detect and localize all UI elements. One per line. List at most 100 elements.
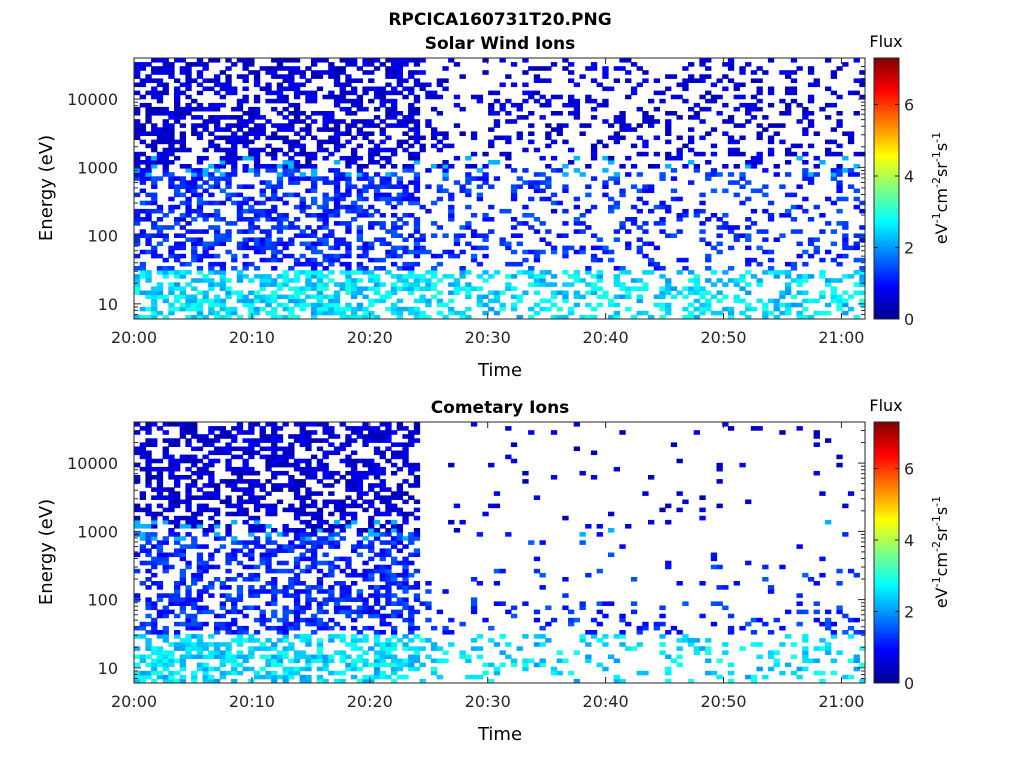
heatmap-cell	[716, 217, 723, 222]
heatmap-cell	[322, 430, 329, 435]
heatmap-cell	[413, 286, 421, 291]
heatmap-cell	[299, 229, 306, 234]
heatmap-cell	[790, 266, 798, 271]
heatmap-cell	[402, 572, 409, 578]
heatmap-cell	[396, 495, 404, 500]
heatmap-cell	[436, 609, 444, 615]
heatmap-cell	[682, 306, 689, 312]
heatmap-cell	[562, 249, 569, 255]
heatmap-cell	[373, 274, 381, 279]
heatmap-cell	[648, 119, 655, 124]
heatmap-cell	[305, 621, 312, 627]
heatmap-cell	[402, 266, 409, 271]
heatmap-cell	[425, 302, 432, 308]
heatmap-cell	[322, 540, 329, 545]
heatmap-cell	[413, 650, 421, 655]
heatmap-cell	[436, 310, 444, 316]
heatmap-cell	[636, 249, 643, 255]
heatmap-cell	[470, 601, 478, 606]
heatmap-cell	[162, 131, 169, 136]
heatmap-cell	[339, 58, 346, 63]
heatmap-cell	[151, 670, 158, 676]
heatmap-cell	[391, 221, 398, 226]
heatmap-cell	[139, 544, 147, 549]
heatmap-cell	[134, 274, 141, 279]
heatmap-cell	[156, 135, 164, 141]
heatmap-cell	[596, 662, 603, 668]
heatmap-cell	[288, 528, 295, 533]
heatmap-cell	[276, 286, 284, 291]
heatmap-cell	[185, 111, 192, 116]
heatmap-cell	[168, 650, 175, 655]
heatmap-cell	[693, 115, 701, 120]
heatmap-cell	[630, 164, 638, 169]
heatmap-cell	[522, 479, 529, 484]
heatmap-cell	[271, 446, 278, 452]
heatmap-cell	[293, 621, 301, 627]
heatmap-cell	[174, 90, 181, 96]
heatmap-cell	[316, 581, 324, 586]
heatmap-cell	[345, 245, 352, 251]
heatmap-cell	[248, 298, 255, 304]
heatmap-cell	[573, 274, 581, 279]
heatmap-cell	[373, 597, 381, 602]
heatmap-cell	[425, 605, 432, 611]
heatmap-cell	[785, 111, 792, 116]
heatmap-cell	[568, 94, 575, 100]
heatmap-cell	[425, 208, 432, 214]
heatmap-cell	[162, 274, 169, 279]
heatmap-cell	[202, 290, 209, 296]
heatmap-cell	[773, 131, 780, 136]
heatmap-cell	[533, 556, 541, 562]
heatmap-cell	[225, 290, 232, 296]
heatmap-cell	[191, 426, 198, 431]
heatmap-cell	[196, 519, 204, 525]
heatmap-cell	[596, 245, 603, 251]
heatmap-cell	[493, 601, 501, 606]
heatmap-cell	[214, 621, 221, 627]
heatmap-cell	[299, 466, 306, 472]
heatmap-cell	[391, 581, 398, 586]
heatmap-cell	[191, 241, 198, 247]
heatmap-cell	[402, 164, 409, 169]
heatmap-cell	[196, 609, 204, 615]
heatmap-cell	[716, 278, 723, 283]
heatmap-cell	[305, 475, 312, 480]
heatmap-cell	[242, 66, 249, 71]
heatmap-cell	[568, 306, 575, 312]
heatmap-cell	[185, 164, 192, 169]
heatmap-cell	[271, 568, 278, 574]
heatmap-cell	[619, 630, 626, 635]
heatmap-cell	[293, 479, 301, 484]
heatmap-cell	[311, 310, 318, 316]
heatmap-cell	[402, 658, 409, 664]
heatmap-cell	[248, 552, 255, 558]
heatmap-cell	[162, 86, 169, 92]
heatmap-cell	[179, 294, 187, 300]
heatmap-cell	[231, 160, 238, 165]
heatmap-cell	[151, 475, 158, 480]
heatmap-cell	[362, 310, 369, 316]
heatmap-cell	[276, 135, 284, 141]
heatmap-cell	[727, 66, 735, 71]
heatmap-cell	[191, 678, 198, 684]
heatmap-cell	[311, 314, 318, 320]
heatmap-cell	[613, 466, 621, 472]
heatmap-cell	[271, 90, 278, 96]
heatmap-cell	[305, 294, 312, 300]
heatmap-cell	[162, 123, 169, 128]
heatmap-cell	[356, 470, 364, 476]
heatmap-cell	[608, 302, 615, 308]
heatmap-cell	[339, 86, 346, 92]
heatmap-cell	[573, 168, 581, 173]
heatmap-cell	[305, 94, 312, 100]
heatmap-cell	[356, 168, 364, 173]
heatmap-cell	[853, 270, 860, 275]
heatmap-cell	[408, 511, 415, 517]
heatmap-cell	[419, 601, 426, 606]
heatmap-cell	[231, 519, 238, 525]
heatmap-cell	[351, 638, 358, 643]
heatmap-cell	[305, 601, 312, 606]
heatmap-cell	[362, 90, 369, 96]
heatmap-cell	[145, 670, 152, 676]
